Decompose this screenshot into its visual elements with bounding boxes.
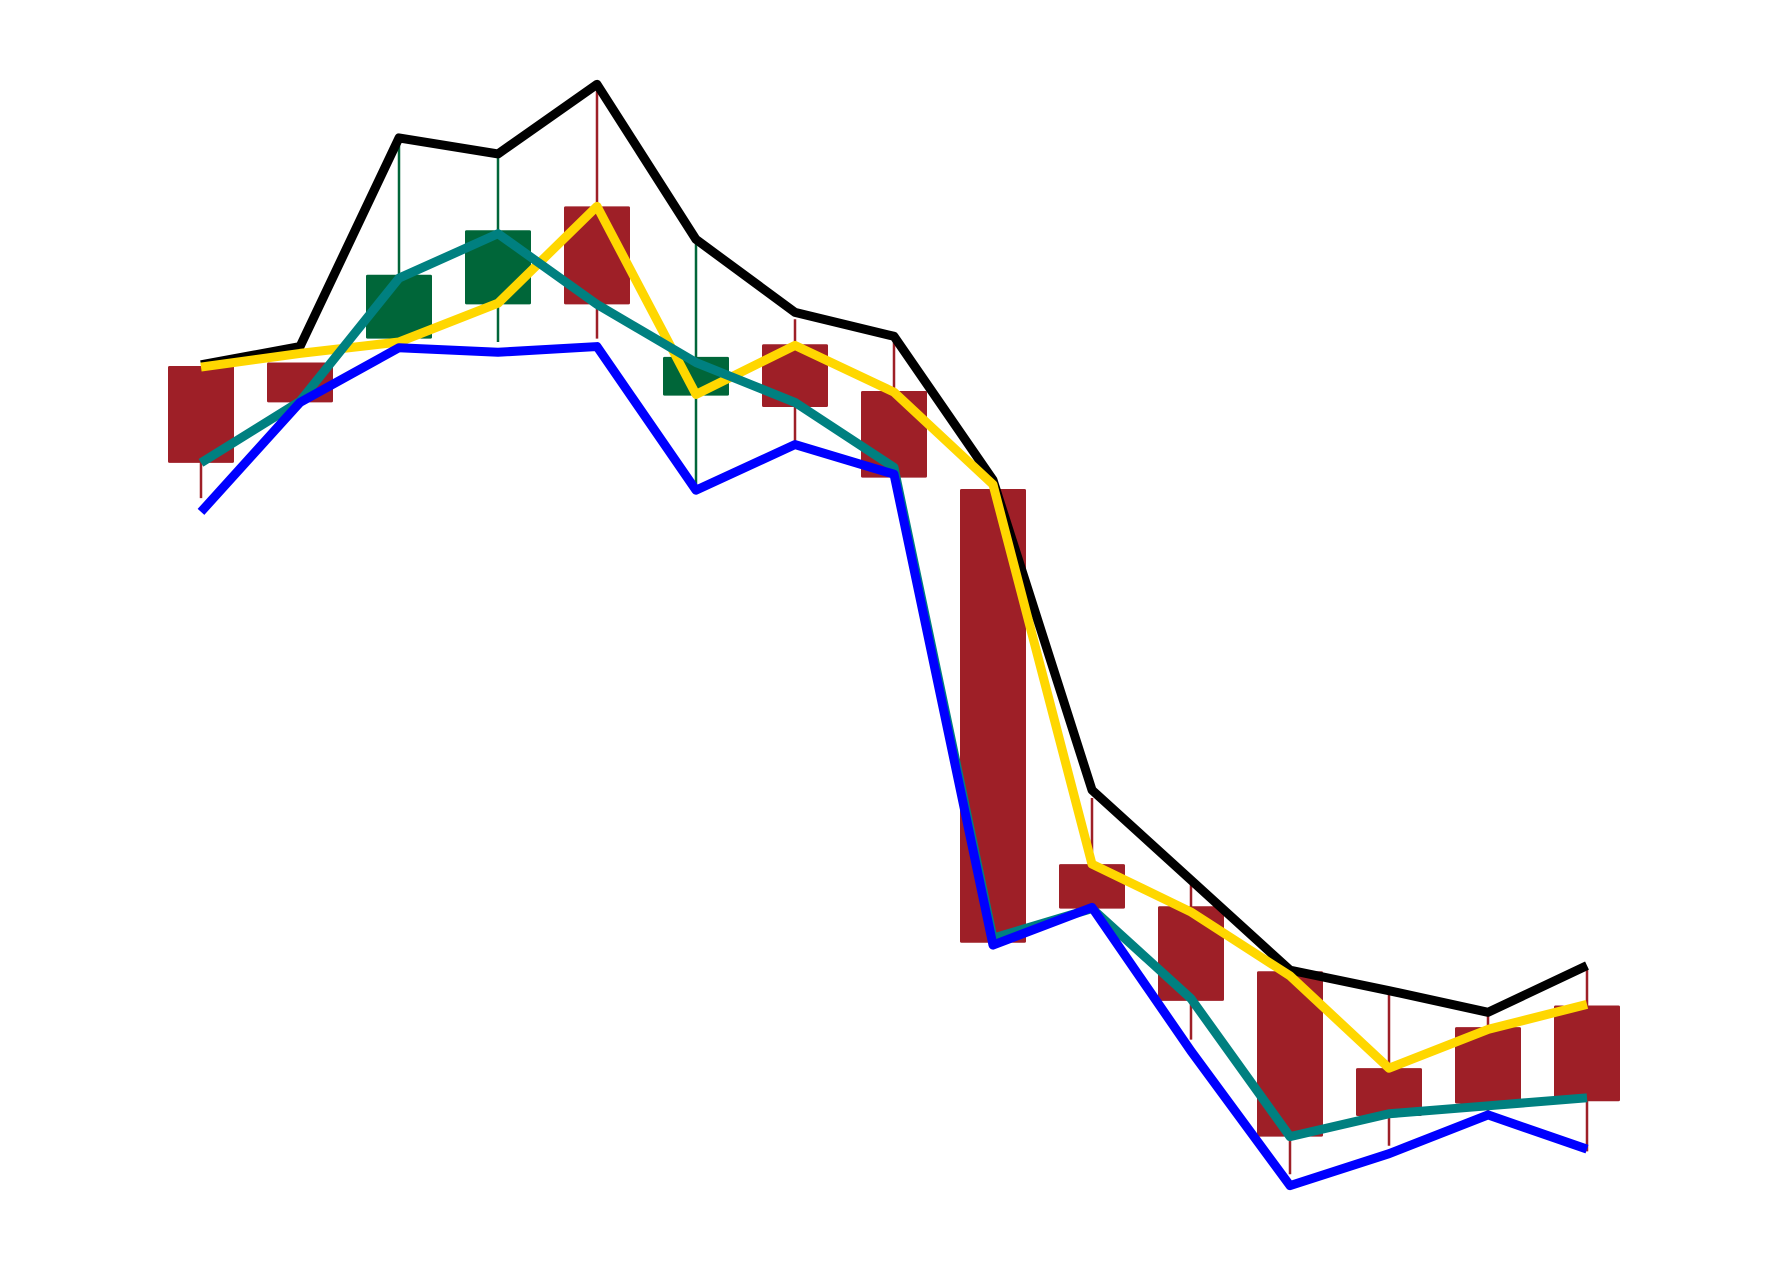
candle-body xyxy=(1356,1068,1422,1117)
candle-body xyxy=(1257,971,1323,1137)
line-series xyxy=(200,79,1589,1017)
line-series xyxy=(197,342,1589,1191)
candle-body xyxy=(1455,1027,1521,1104)
candle-body xyxy=(168,365,234,463)
candle-body xyxy=(1554,1005,1620,1102)
line-series xyxy=(198,229,1588,1142)
line-series xyxy=(200,201,1589,1073)
candle-body xyxy=(366,274,432,339)
candle-body xyxy=(960,489,1026,943)
candle-body xyxy=(1158,906,1224,1001)
